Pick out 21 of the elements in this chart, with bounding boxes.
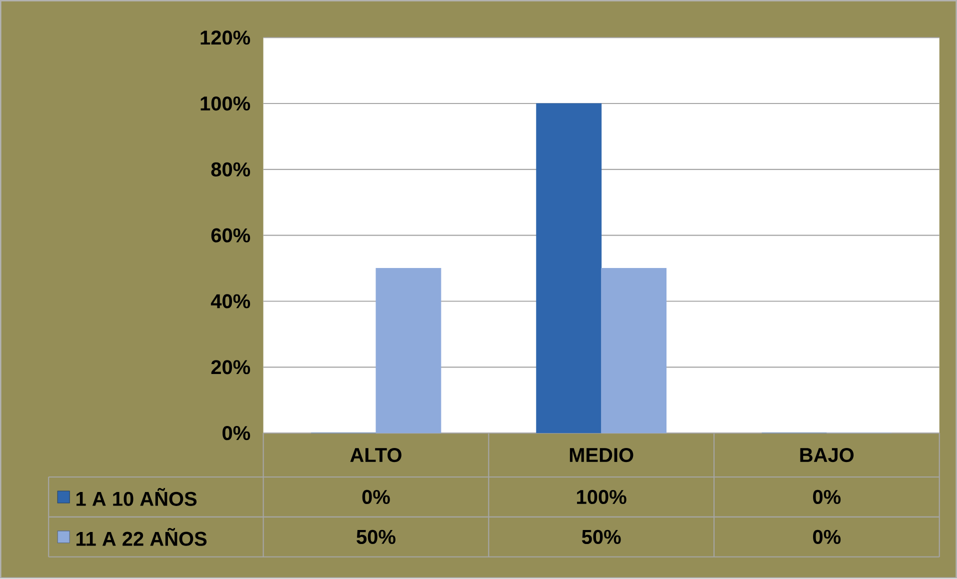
x-tick-label: ALTO	[350, 448, 402, 462]
y-tick-label: 0%	[222, 426, 250, 440]
data-label: 100%	[577, 490, 626, 504]
y-tick-label: 100%	[200, 96, 250, 111]
bar	[536, 103, 602, 434]
data-label: 50%	[356, 530, 396, 544]
legend-label: 1 A 10 AÑOS	[76, 488, 197, 506]
x-tick-label: BAJO	[800, 448, 854, 462]
data-label: 0%	[813, 530, 841, 544]
y-tick-label: 80%	[211, 162, 250, 177]
data-label: 0%	[813, 490, 841, 504]
bar	[601, 268, 667, 434]
bar	[376, 268, 442, 434]
y-tick-label: 120%	[200, 30, 250, 45]
y-tick-label: 20%	[211, 360, 250, 374]
y-tick-label: 40%	[210, 294, 250, 309]
y-tick-label: 60%	[211, 228, 250, 243]
data-label: 0%	[362, 490, 390, 504]
data-label: 50%	[582, 530, 621, 544]
legend-label: 11 A 22 AÑOS	[76, 528, 207, 546]
x-tick-label: MEDIO	[570, 448, 634, 462]
